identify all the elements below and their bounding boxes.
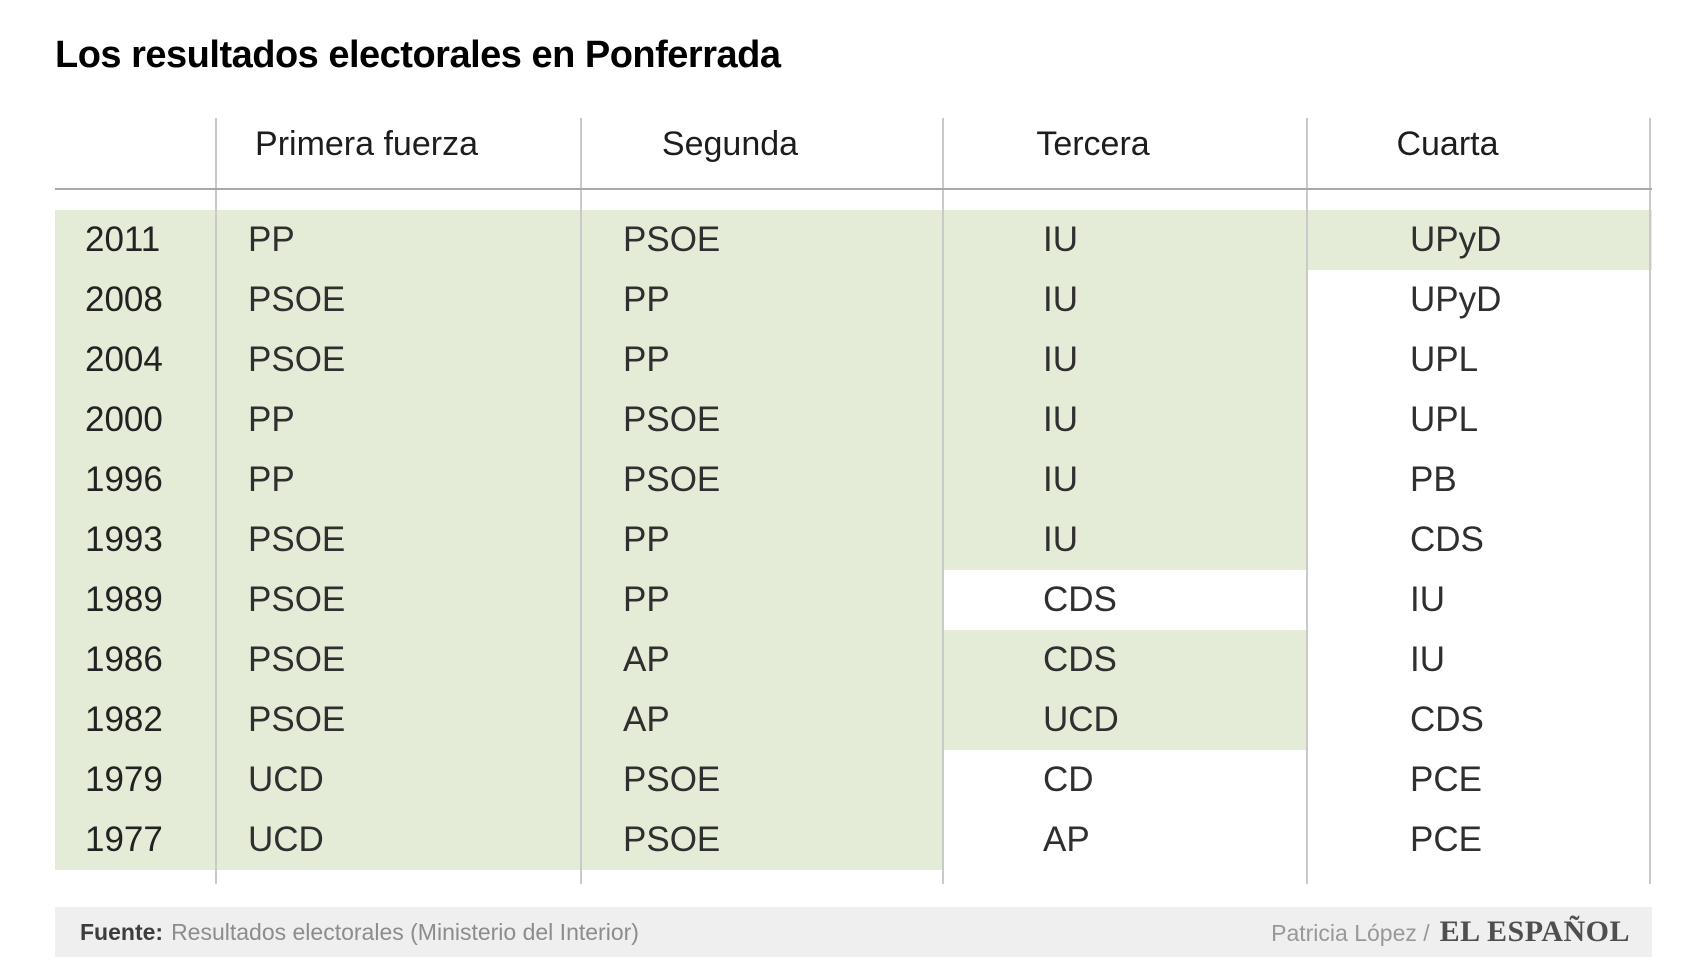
party-cell: CDS (1043, 580, 1117, 619)
header-underline (55, 188, 1652, 190)
table-row: 2004 PSOE PP IU UPL (0, 330, 1706, 390)
party-cell: PB (1410, 460, 1457, 499)
party-cell: PP (581, 570, 943, 630)
column-header-tercera: Tercera (1036, 125, 1150, 163)
year-cell: 1986 (55, 630, 216, 690)
party-cell: IU (943, 330, 1307, 390)
year-cell: 1979 (55, 750, 216, 810)
table-row: 2008 PSOE PP IU UPyD (0, 270, 1706, 330)
page-title: Los resultados electorales en Ponferrada (55, 34, 781, 76)
party-cell: IU (943, 390, 1307, 450)
source-text: Resultados electorales (Ministerio del I… (171, 919, 639, 945)
party-cell: IU (943, 450, 1307, 510)
party-cell: UPL (1410, 400, 1479, 439)
year-cell: 2008 (55, 270, 216, 330)
party-cell: CDS (1410, 520, 1484, 559)
party-cell: UPyD (1410, 280, 1502, 319)
table-row: 1996 PP PSOE IU PB (0, 450, 1706, 510)
table-row: 2011 PP PSOE IU UPyD (0, 210, 1706, 270)
party-cell: PSOE (216, 570, 581, 630)
party-cell: PSOE (581, 210, 943, 270)
column-divider (942, 118, 944, 884)
year-cell: 1977 (55, 810, 216, 870)
year-cell: 2000 (55, 390, 216, 450)
party-cell: UPL (1410, 340, 1479, 379)
party-cell: PCE (1410, 820, 1482, 859)
party-cell: PSOE (581, 750, 943, 810)
party-cell: PSOE (581, 390, 943, 450)
party-cell: PP (216, 390, 581, 450)
credit-line: Patricia López / EL ESPAÑOL (1271, 907, 1630, 957)
party-cell: IU (1410, 640, 1445, 679)
party-cell: PSOE (216, 690, 581, 750)
column-header-segunda: Segunda (661, 125, 799, 163)
party-cell: PSOE (216, 510, 581, 570)
party-cell: IU (943, 510, 1307, 570)
source-label: Fuente: (80, 919, 164, 945)
party-cell: PP (581, 510, 943, 570)
column-divider (1649, 118, 1651, 884)
party-cell: IU (1410, 580, 1445, 619)
party-cell: AP (581, 690, 943, 750)
column-header-primera: Primera fuerza (255, 125, 478, 163)
party-cell: PP (581, 270, 943, 330)
party-cell: PSOE (216, 270, 581, 330)
party-cell: PP (581, 330, 943, 390)
author-credit: Patricia López / (1271, 920, 1430, 946)
party-cell: UCD (943, 690, 1307, 750)
party-cell: CD (1043, 760, 1094, 799)
party-cell: UPyD (1307, 210, 1652, 270)
footer-bar: Fuente: Resultados electorales (Ministeri… (55, 907, 1652, 957)
party-cell: PSOE (216, 630, 581, 690)
party-cell: AP (1043, 820, 1090, 859)
year-cell: 2004 (55, 330, 216, 390)
party-cell: PSOE (581, 810, 943, 870)
year-cell: 2011 (55, 210, 216, 270)
party-cell: UCD (216, 810, 581, 870)
year-cell: 1982 (55, 690, 216, 750)
party-cell: CDS (1410, 700, 1484, 739)
column-divider (215, 118, 217, 884)
party-cell: IU (943, 210, 1307, 270)
column-header-cuarta: Cuarta (1396, 125, 1499, 163)
column-divider (1306, 118, 1308, 884)
table-row: 1989 PSOE PP CDS IU (0, 570, 1706, 630)
table-row: 1979 UCD PSOE CD PCE (0, 750, 1706, 810)
party-cell: PSOE (581, 450, 943, 510)
party-cell: AP (581, 630, 943, 690)
party-cell: PSOE (216, 330, 581, 390)
year-cell: 1993 (55, 510, 216, 570)
brand-logo: EL ESPAÑOL (1439, 915, 1630, 948)
party-cell: IU (943, 270, 1307, 330)
table-row: 1982 PSOE AP UCD CDS (0, 690, 1706, 750)
party-cell: CDS (943, 630, 1307, 690)
table-row: 1986 PSOE AP CDS IU (0, 630, 1706, 690)
party-cell: UCD (216, 750, 581, 810)
year-cell: 1996 (55, 450, 216, 510)
column-divider (580, 118, 582, 884)
year-cell: 1989 (55, 570, 216, 630)
source-line: Fuente: Resultados electorales (Ministeri… (80, 907, 639, 957)
table-row: 1977 UCD PSOE AP PCE (0, 810, 1706, 870)
party-cell: PP (216, 210, 581, 270)
party-cell: PP (216, 450, 581, 510)
table-row: 1993 PSOE PP IU CDS (0, 510, 1706, 570)
party-cell: PCE (1410, 760, 1482, 799)
table-row: 2000 PP PSOE IU UPL (0, 390, 1706, 450)
